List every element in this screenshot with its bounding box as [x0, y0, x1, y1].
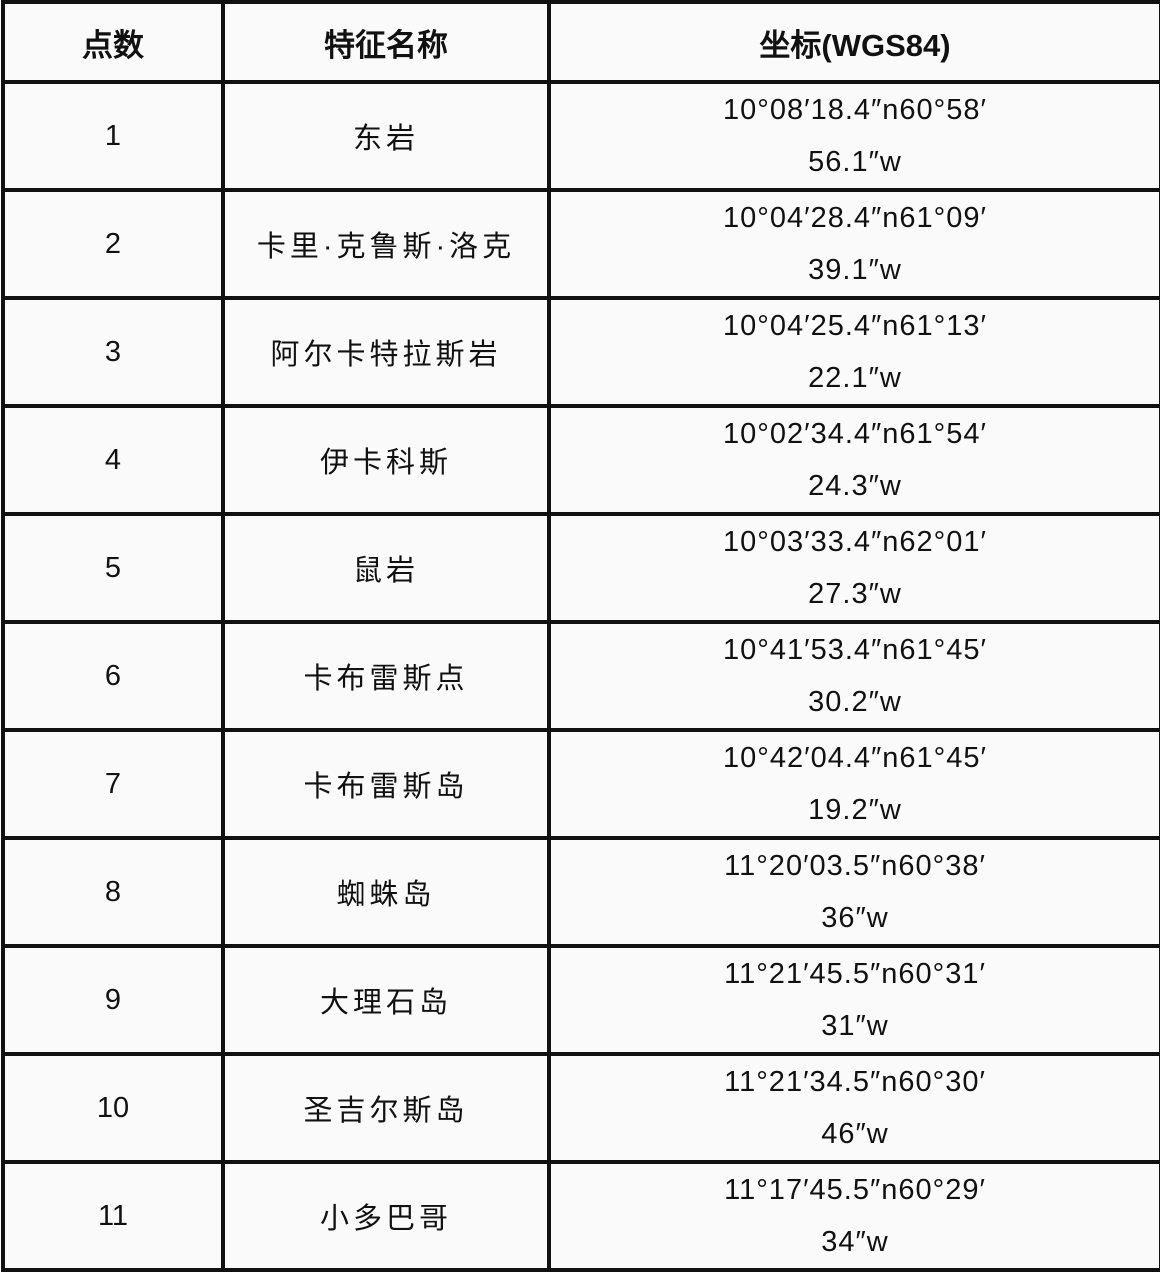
table-row: 7 卡布雷斯岛 10°42′04.4″n61°45′ 19.2″w — [1, 728, 1160, 840]
coordinate-cell: 10°04′25.4″n61°13′ 22.1″w — [547, 296, 1160, 408]
point-cell: 2 — [1, 188, 225, 300]
coordinate-line-1: 11°20′03.5″n60°38′ — [724, 850, 986, 882]
point-cell: 1 — [1, 80, 225, 192]
header-point: 点数 — [1, 0, 225, 84]
coordinate-cell: 11°21′34.5″n60°30′ 46″w — [547, 1052, 1160, 1164]
coordinate-line-2: 19.2″w — [808, 794, 902, 826]
table-row: 5 鼠岩 10°03′33.4″n62°01′ 27.3″w — [1, 512, 1160, 624]
header-feature-name: 特征名称 — [221, 0, 551, 84]
coordinate-cell: 11°20′03.5″n60°38′ 36″w — [547, 836, 1160, 948]
coordinate-line-2: 56.1″w — [808, 146, 902, 178]
header-coordinates: 坐标(WGS84) — [547, 0, 1160, 84]
feature-name-cell: 卡布雷斯点 — [221, 620, 551, 732]
coordinate-cell: 10°03′33.4″n62°01′ 27.3″w — [547, 512, 1160, 624]
table-body: 1 东岩 10°08′18.4″n60°58′ 56.1″w 2 卡里·克鲁斯·洛克 10°… — [1, 80, 1160, 1272]
point-cell: 5 — [1, 512, 225, 624]
coordinate-cell: 10°42′04.4″n61°45′ 19.2″w — [547, 728, 1160, 840]
point-cell: 6 — [1, 620, 225, 732]
coordinate-line-2: 39.1″w — [808, 254, 902, 286]
coordinate-line-1: 10°08′18.4″n60°58′ — [723, 94, 987, 126]
header-row: 点数 特征名称 坐标(WGS84) — [1, 0, 1160, 84]
coordinate-line-2: 27.3″w — [808, 578, 902, 610]
table-row: 11 小多巴哥 11°17′45.5″n60°29′ 34″w — [1, 1160, 1160, 1272]
table-row: 2 卡里·克鲁斯·洛克 10°04′28.4″n61°09′ 39.1″w — [1, 188, 1160, 300]
feature-name-cell: 蜘蛛岛 — [221, 836, 551, 948]
coordinate-line-1: 11°21′45.5″n60°31′ — [724, 958, 986, 990]
coordinate-line-1: 11°17′45.5″n60°29′ — [724, 1174, 986, 1206]
coordinate-line-1: 10°41′53.4″n61°45′ — [723, 634, 987, 666]
point-cell: 10 — [1, 1052, 225, 1164]
coordinate-cell: 10°08′18.4″n60°58′ 56.1″w — [547, 80, 1160, 192]
feature-name-cell: 鼠岩 — [221, 512, 551, 624]
table-row: 9 大理石岛 11°21′45.5″n60°31′ 31″w — [1, 944, 1160, 1056]
coordinate-cell: 10°04′28.4″n61°09′ 39.1″w — [547, 188, 1160, 300]
coordinate-cell: 10°02′34.4″n61°54′ 24.3″w — [547, 404, 1160, 516]
coordinate-line-2: 22.1″w — [808, 362, 902, 394]
point-cell: 7 — [1, 728, 225, 840]
feature-name-cell: 小多巴哥 — [221, 1160, 551, 1272]
feature-name-cell: 阿尔卡特拉斯岩 — [221, 296, 551, 408]
coordinate-line-2: 31″w — [821, 1010, 889, 1042]
point-cell: 4 — [1, 404, 225, 516]
coordinate-line-2: 30.2″w — [808, 686, 902, 718]
point-cell: 3 — [1, 296, 225, 408]
feature-name-cell: 伊卡科斯 — [221, 404, 551, 516]
feature-name-cell: 卡布雷斯岛 — [221, 728, 551, 840]
coordinate-cell: 11°21′45.5″n60°31′ 31″w — [547, 944, 1160, 1056]
coordinate-line-1: 10°02′34.4″n61°54′ — [723, 418, 987, 450]
feature-name-cell: 大理石岛 — [221, 944, 551, 1056]
coordinate-cell: 11°17′45.5″n60°29′ 34″w — [547, 1160, 1160, 1272]
coordinate-cell: 10°41′53.4″n61°45′ 30.2″w — [547, 620, 1160, 732]
feature-name-cell: 卡里·克鲁斯·洛克 — [221, 188, 551, 300]
coordinate-line-2: 24.3″w — [808, 470, 902, 502]
table-row: 8 蜘蛛岛 11°20′03.5″n60°38′ 36″w — [1, 836, 1160, 948]
point-cell: 8 — [1, 836, 225, 948]
feature-name-cell: 东岩 — [221, 80, 551, 192]
point-cell: 11 — [1, 1160, 225, 1272]
table-row: 10 圣吉尔斯岛 11°21′34.5″n60°30′ 46″w — [1, 1052, 1160, 1164]
coordinate-line-2: 36″w — [821, 902, 889, 934]
table-row: 4 伊卡科斯 10°02′34.4″n61°54′ 24.3″w — [1, 404, 1160, 516]
coordinate-line-1: 10°04′28.4″n61°09′ — [723, 202, 987, 234]
table-row: 1 东岩 10°08′18.4″n60°58′ 56.1″w — [1, 80, 1160, 192]
coordinate-line-1: 10°03′33.4″n62°01′ — [723, 526, 987, 558]
coordinate-line-1: 11°21′34.5″n60°30′ — [724, 1066, 986, 1098]
point-cell: 9 — [1, 944, 225, 1056]
feature-name-cell: 圣吉尔斯岛 — [221, 1052, 551, 1164]
table-row: 6 卡布雷斯点 10°41′53.4″n61°45′ 30.2″w — [1, 620, 1160, 732]
coordinate-line-2: 46″w — [821, 1118, 889, 1150]
coordinate-line-1: 10°04′25.4″n61°13′ — [723, 310, 987, 342]
coordinate-line-1: 10°42′04.4″n61°45′ — [723, 742, 987, 774]
table-row: 3 阿尔卡特拉斯岩 10°04′25.4″n61°13′ 22.1″w — [1, 296, 1160, 408]
